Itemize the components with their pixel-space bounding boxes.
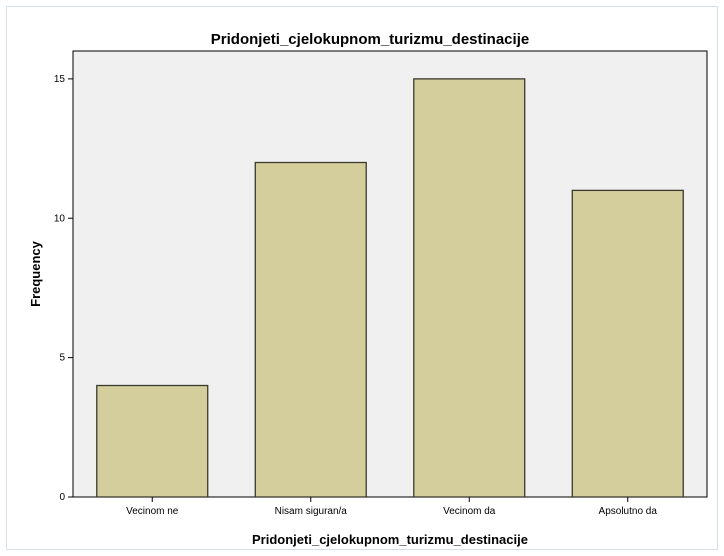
bar [254,161,367,498]
chart-title: Pridonjeti_cjelokupnom_turizmu_destinaci… [211,31,529,48]
x-tick-label: Vecinom da [443,506,496,517]
bar [413,78,526,498]
x-tick-label: Apsolutno da [599,506,658,517]
y-tick-label: 10 [54,213,66,224]
bars-group [96,78,684,498]
y-tick-label: 5 [59,353,65,364]
bar [96,384,209,498]
y-axis: 0 5 10 15 [54,74,73,503]
x-axis-title: Pridonjeti_cjelokupnom_turizmu_destinaci… [252,532,528,547]
y-tick-label: 15 [54,74,66,85]
y-axis-title: Frequency [28,240,43,307]
x-tick-label: Nisam siguran/a [275,506,348,517]
bar [571,189,684,498]
x-tick-label: Vecinom ne [126,506,179,517]
y-tick-label: 0 [59,492,65,503]
x-axis: Vecinom ne Nisam siguran/a Vecinom da Apsol… [126,497,657,517]
